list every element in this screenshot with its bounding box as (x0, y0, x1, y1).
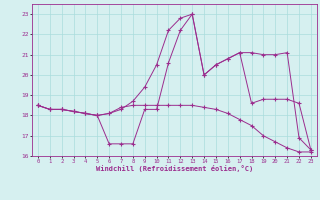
X-axis label: Windchill (Refroidissement éolien,°C): Windchill (Refroidissement éolien,°C) (96, 165, 253, 172)
